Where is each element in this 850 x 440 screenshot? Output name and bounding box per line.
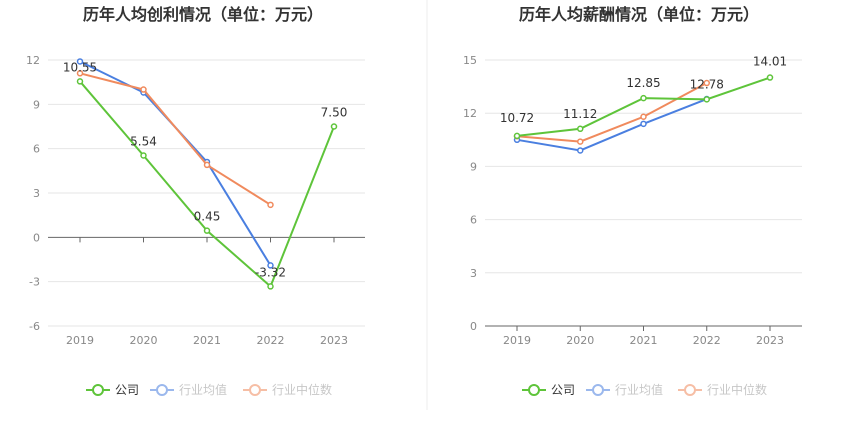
salary-data-label: 11.12 xyxy=(563,107,597,121)
salary-series-1-point[interactable] xyxy=(577,147,584,154)
salary-y-tick-label: 9 xyxy=(470,160,477,173)
salary-data-label: 10.72 xyxy=(500,111,534,125)
salary-y-tick-label: 15 xyxy=(463,54,477,67)
profit-y-tick-label: 12 xyxy=(26,54,40,67)
profit-series-line-0 xyxy=(79,80,335,289)
legend-marker-icon xyxy=(528,384,540,396)
profit-series-line-2 xyxy=(79,72,272,206)
profit-series-2-point[interactable] xyxy=(76,70,84,77)
legend-label: 行业均值 xyxy=(615,382,663,397)
salary-series-0-point[interactable] xyxy=(703,96,710,103)
profit-legend-item-0[interactable]: 公司 xyxy=(86,383,139,397)
salary-series-0-point[interactable] xyxy=(577,125,584,133)
salary-series-0-point[interactable] xyxy=(766,74,774,81)
salary-x-tick-label: 2019 xyxy=(503,334,531,347)
salary-series-0-point[interactable] xyxy=(513,132,521,140)
salary-legend-item-1[interactable]: 行业均值 xyxy=(586,382,663,397)
profit-x-tick-label: 2022 xyxy=(257,334,285,347)
profit-series-1-point[interactable] xyxy=(76,58,84,65)
salary-x-tick-label: 2023 xyxy=(756,334,784,347)
legend-marker-icon xyxy=(156,384,168,396)
salary-series-2-point[interactable] xyxy=(577,138,584,145)
salary-data-label: 12.85 xyxy=(626,76,660,90)
salary-chart: 历年人均薪酬情况（单位：万元） 0 3 6 9 12 15 2019 2020 2021 2022 2… xyxy=(463,5,802,397)
profit-x-tick-label: 2019 xyxy=(66,334,94,347)
profit-data-label: 7.50 xyxy=(321,106,348,120)
profit-chart: 历年人均创利情况（单位：万元） -6 -3 0 3 6 9 12 2019 2020 2021 202… xyxy=(26,5,365,397)
profit-series-2-point[interactable] xyxy=(140,86,147,93)
salary-chart-title: 历年人均薪酬情况（单位：万元） xyxy=(519,5,759,24)
salary-legend-item-2[interactable]: 行业中位数 xyxy=(678,382,767,397)
profit-series-0-point[interactable] xyxy=(203,227,211,234)
profit-y-tick-label: -6 xyxy=(29,320,40,333)
profit-legend-item-1[interactable]: 行业均值 xyxy=(150,382,227,397)
profit-y-tick-label: 6 xyxy=(33,143,40,156)
salary-data-label: 12.78 xyxy=(690,77,724,91)
salary-legend-item-0[interactable]: 公司 xyxy=(522,383,575,397)
profit-y-tick-label: -3 xyxy=(29,276,40,289)
legend-label: 行业均值 xyxy=(179,382,227,397)
profit-y-tick-label: 9 xyxy=(33,98,40,111)
salary-series-2-point[interactable] xyxy=(640,113,647,120)
profit-y-tick-label: 3 xyxy=(33,187,40,200)
profit-data-label: -3.32 xyxy=(255,265,286,279)
salary-data-label: 14.01 xyxy=(753,55,787,69)
legend-label: 行业中位数 xyxy=(272,382,332,397)
salary-y-tick-label: 12 xyxy=(463,107,477,120)
legend-label: 公司 xyxy=(551,383,575,397)
profit-x-tick-label: 2023 xyxy=(320,334,348,347)
profit-legend-item-2[interactable]: 行业中位数 xyxy=(243,382,332,397)
profit-series-2-point[interactable] xyxy=(267,201,274,209)
salary-x-tick-label: 2022 xyxy=(693,334,721,347)
salary-series-2-point[interactable] xyxy=(703,79,710,87)
profit-series-0-point[interactable] xyxy=(330,123,338,130)
salary-x-tick-label: 2021 xyxy=(630,334,658,347)
profit-y-tick-label: 0 xyxy=(33,231,40,244)
profit-data-label: 10.55 xyxy=(63,60,97,74)
salary-series-1-point[interactable] xyxy=(640,120,647,128)
legend-marker-icon xyxy=(592,384,604,396)
legend-label: 公司 xyxy=(115,383,139,397)
profit-series-1-point[interactable] xyxy=(267,262,274,269)
legend-marker-icon xyxy=(249,384,261,396)
profit-data-label: 0.45 xyxy=(194,210,221,224)
salary-series-line-2 xyxy=(516,82,708,143)
salary-series-line-1 xyxy=(516,98,708,152)
profit-series-0-point[interactable] xyxy=(76,78,84,85)
salary-series-0-point[interactable] xyxy=(640,94,647,102)
salary-y-tick-label: 3 xyxy=(470,267,477,280)
profit-chart-title: 历年人均创利情况（单位：万元） xyxy=(83,5,323,24)
profit-data-label: 5.54 xyxy=(130,134,157,148)
salary-y-tick-label: 0 xyxy=(470,320,477,333)
profit-series-0-point[interactable] xyxy=(267,283,274,290)
legend-marker-icon xyxy=(684,384,696,396)
legend-label: 行业中位数 xyxy=(707,382,767,397)
profit-x-tick-label: 2020 xyxy=(130,334,158,347)
profit-series-2-point[interactable] xyxy=(203,161,211,169)
salary-x-tick-label: 2020 xyxy=(566,334,594,347)
profit-series-0-point[interactable] xyxy=(140,152,147,159)
profit-series-line-1 xyxy=(79,60,272,266)
salary-y-tick-label: 6 xyxy=(470,214,477,227)
legend-marker-icon xyxy=(92,384,104,396)
profit-x-tick-label: 2021 xyxy=(193,334,221,347)
